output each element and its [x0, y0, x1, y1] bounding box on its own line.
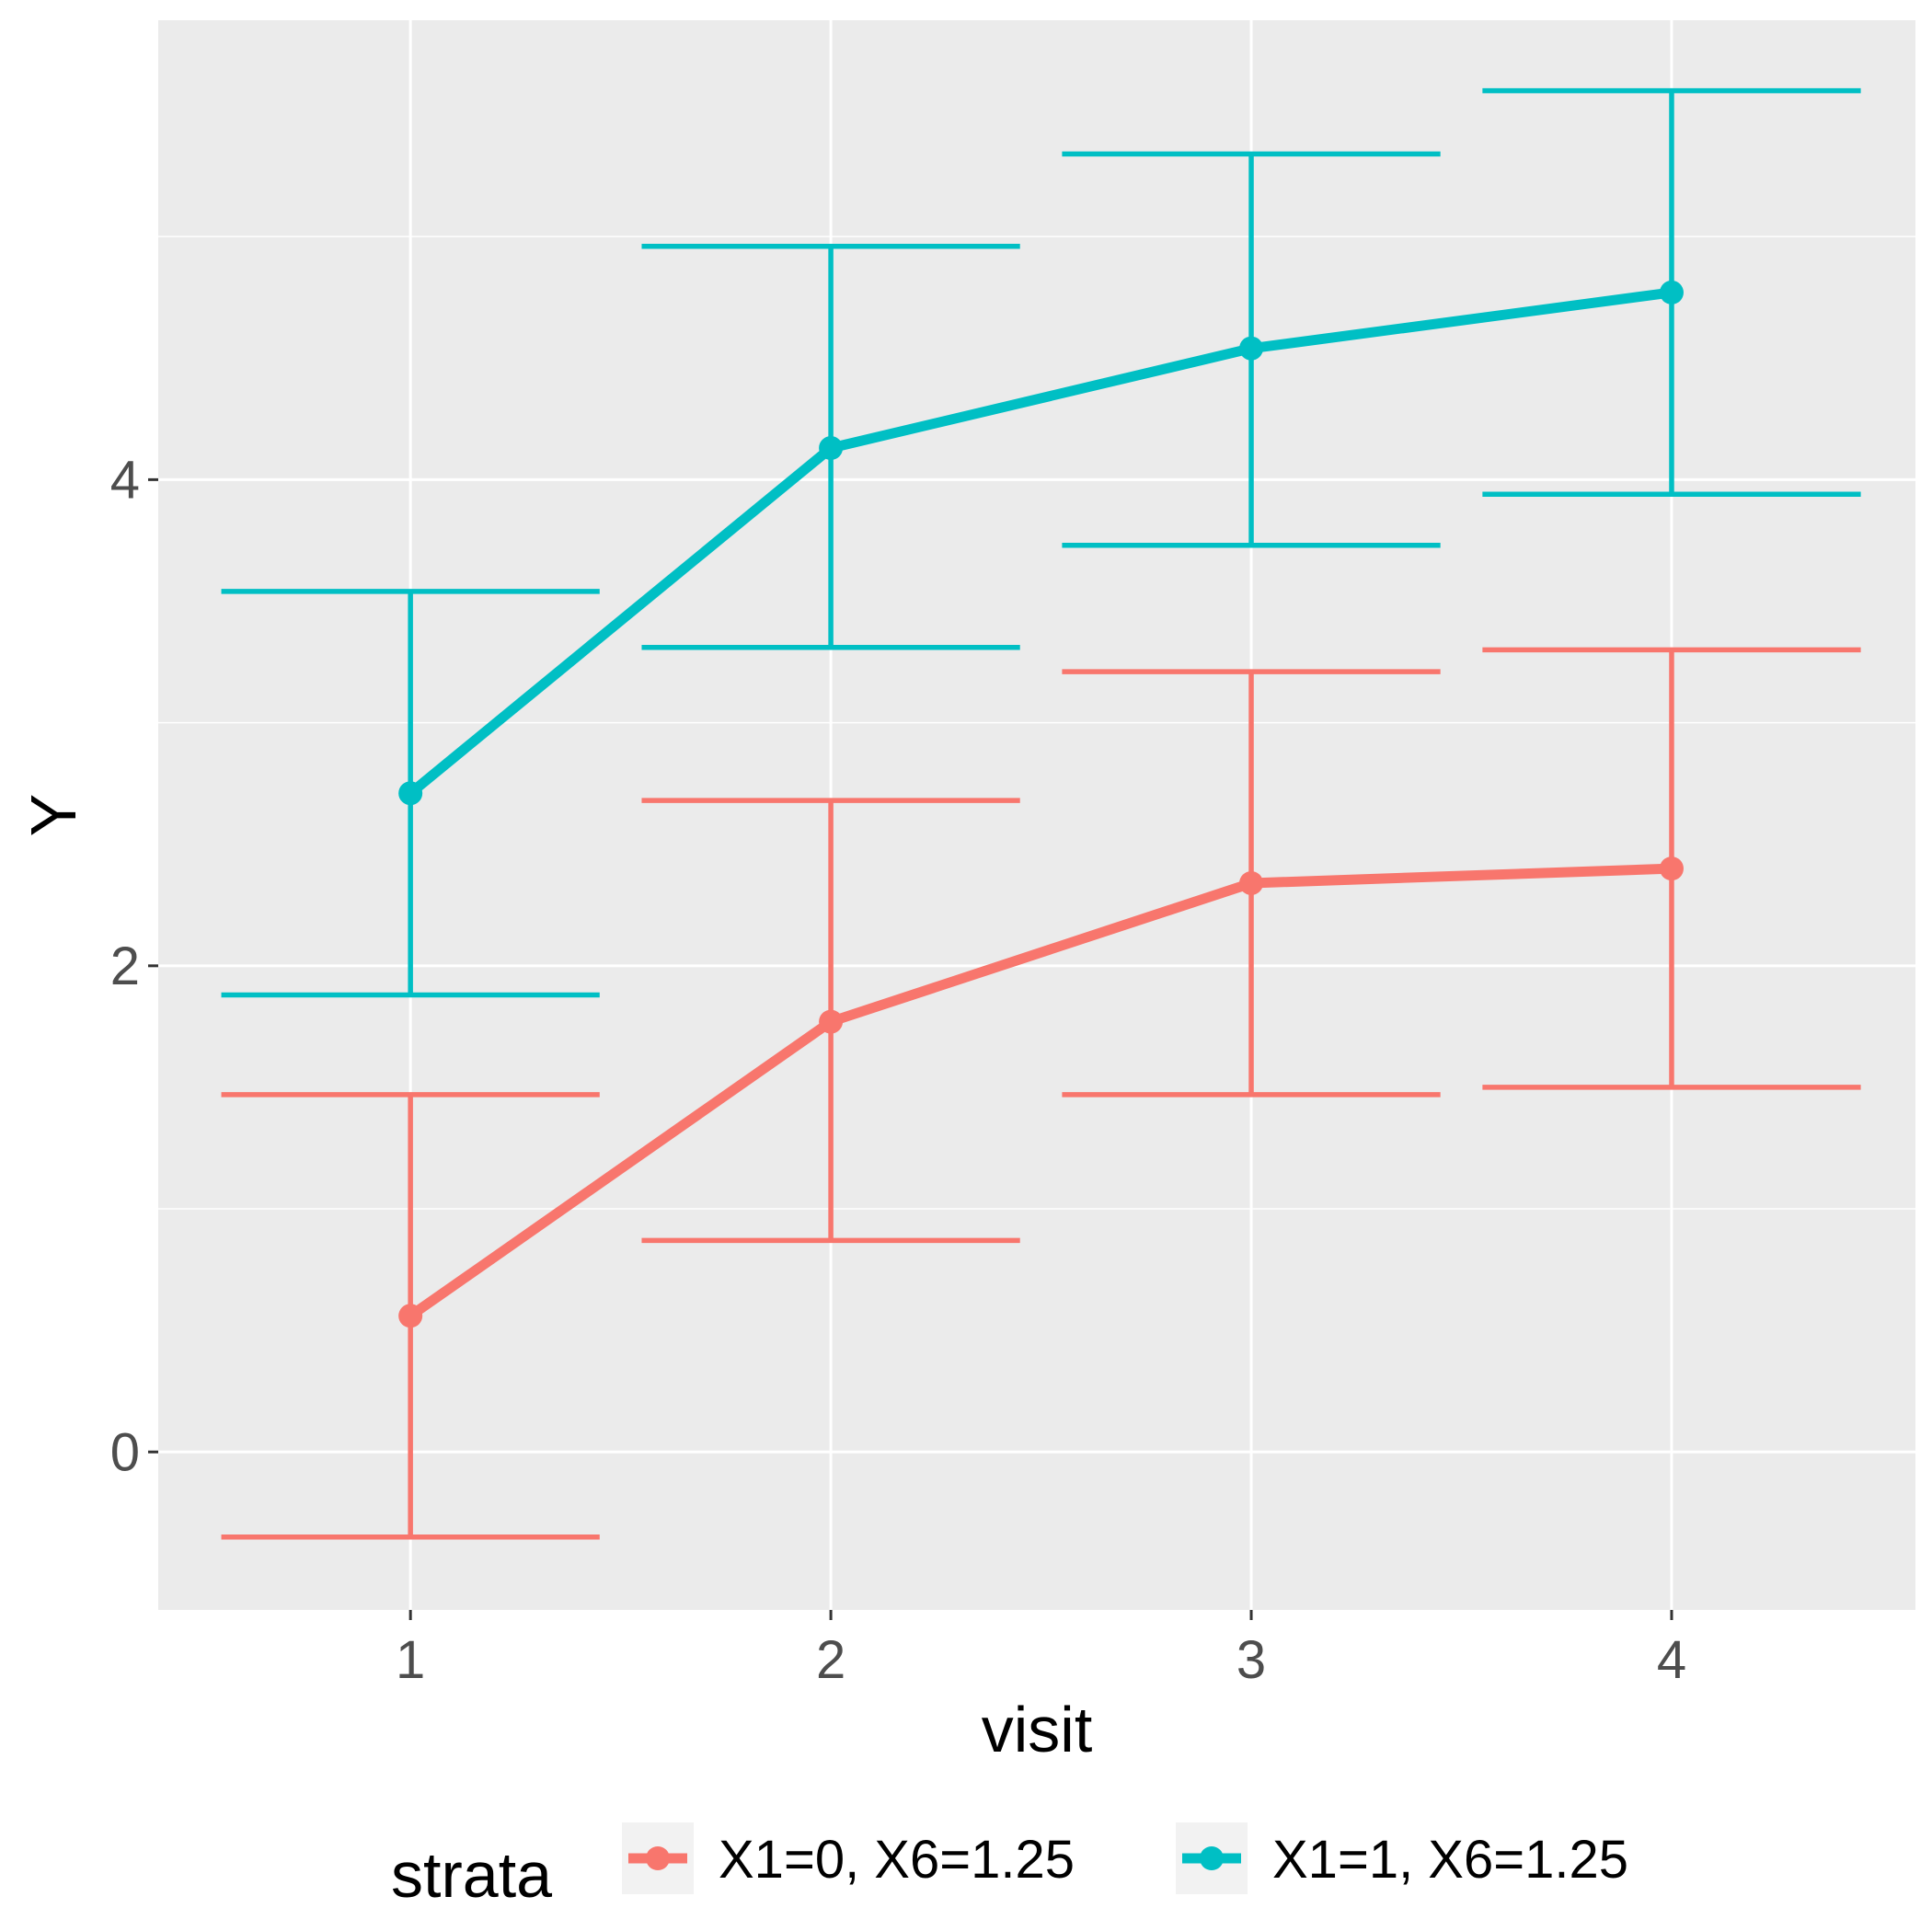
legend-label-1: X1=0, X6=1.25	[719, 1830, 1075, 1890]
legend: strata X1=0, X6=1.25 X1=1, X6=1.25	[391, 1822, 1628, 1911]
x-tick-label: 1	[396, 1630, 425, 1690]
series-lines	[407, 287, 1673, 1320]
y-axis-title: Y	[17, 794, 89, 837]
data-point-1-2	[819, 1009, 844, 1034]
legend-key-point	[646, 1846, 670, 1870]
data-point-2-3	[1239, 336, 1264, 361]
y-tick-label: 0	[110, 1422, 140, 1482]
y-tick-label: 2	[110, 937, 140, 996]
series-line-2	[407, 287, 1673, 798]
x-tick-label: 2	[816, 1630, 845, 1690]
data-point-2-4	[1659, 280, 1684, 305]
series-line-1	[408, 863, 1673, 1320]
series-points	[398, 280, 1684, 1328]
legend-key-point	[1200, 1846, 1224, 1870]
panel-background	[158, 20, 1915, 1610]
x-axis-title: visit	[982, 1694, 1093, 1765]
legend-title: strata	[391, 1839, 552, 1911]
axis-ticks	[148, 477, 1673, 1620]
data-point-2-2	[819, 436, 844, 461]
x-tick-label: 4	[1657, 1630, 1686, 1690]
x-tick-label: 3	[1236, 1630, 1266, 1690]
data-point-1-1	[398, 1304, 423, 1328]
y-tick-label: 4	[110, 450, 140, 510]
data-point-2-1	[398, 781, 423, 806]
grid-minor	[158, 236, 1915, 1210]
data-point-1-4	[1659, 856, 1684, 881]
tick-labels: 0 2 4 1 2 3 4	[110, 450, 1686, 1690]
data-point-1-3	[1239, 870, 1264, 895]
legend-label-2: X1=1, X6=1.25	[1272, 1830, 1628, 1890]
